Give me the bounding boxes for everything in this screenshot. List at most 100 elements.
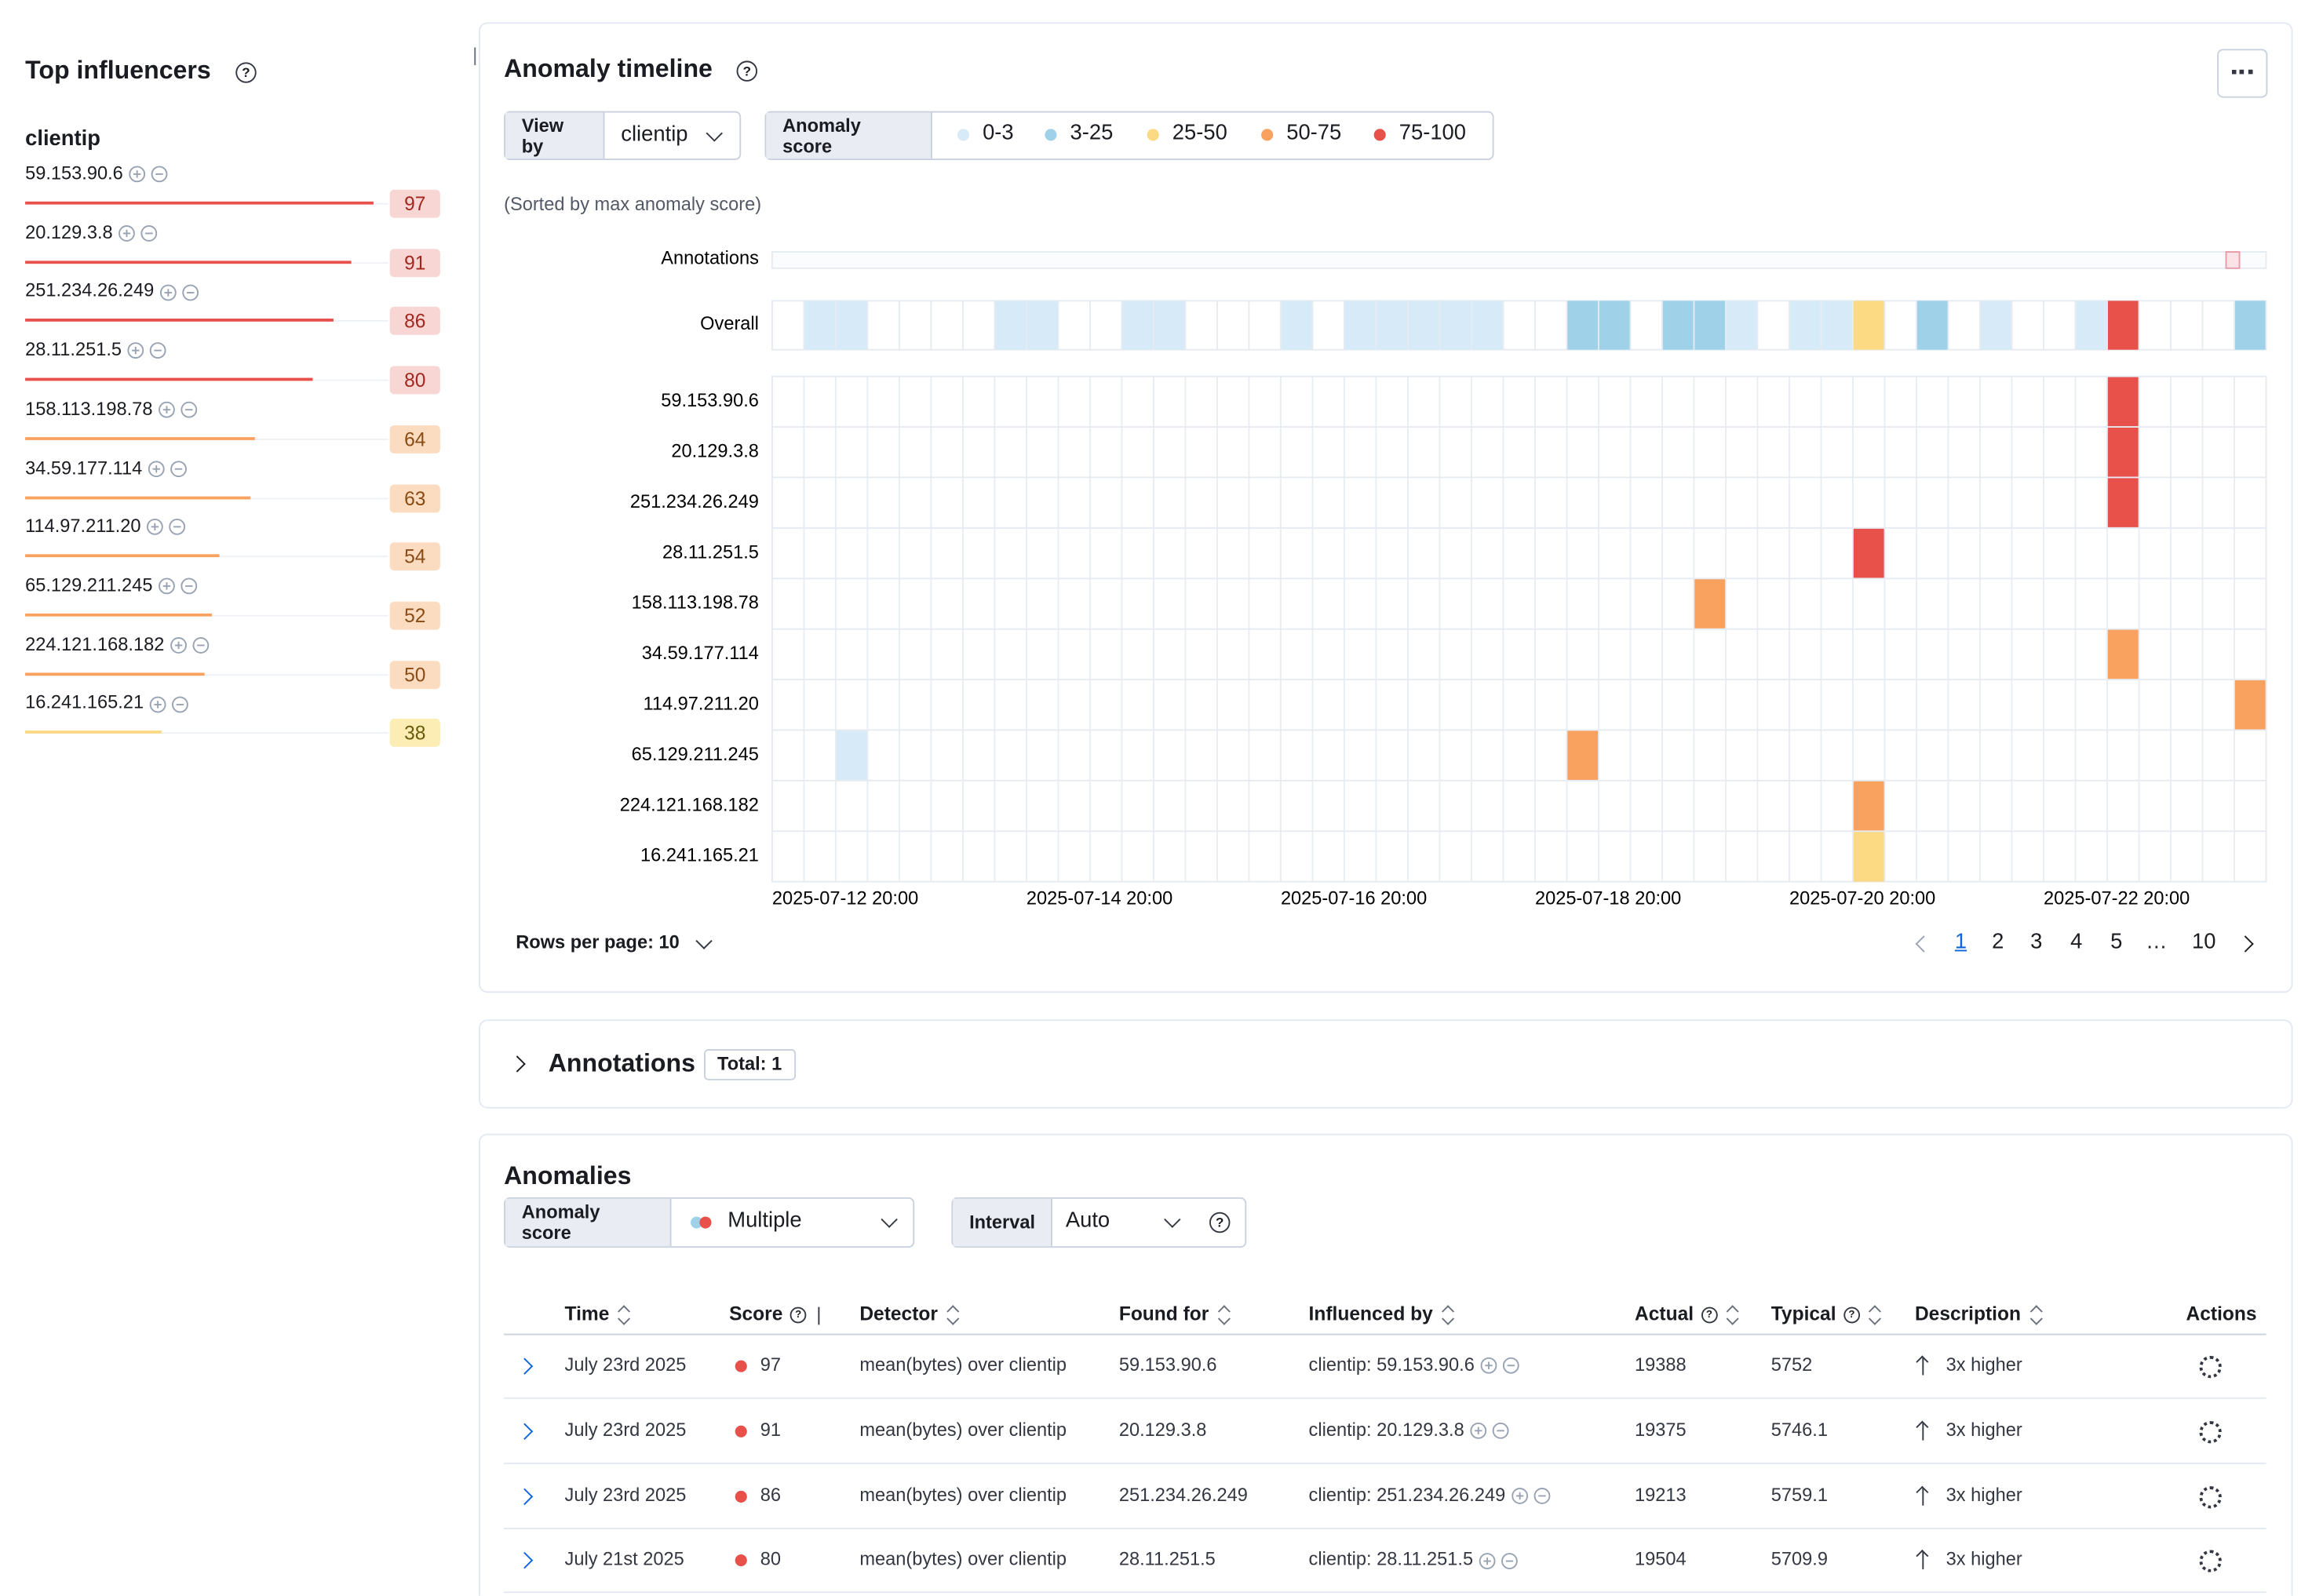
view-by-value: clientip xyxy=(621,122,688,147)
heatmap-cell xyxy=(1376,301,1408,350)
score-bar xyxy=(25,613,212,617)
score-bar xyxy=(25,495,252,499)
filter-minus[interactable] xyxy=(170,460,187,477)
column-header[interactable]: Actual xyxy=(1635,1303,1740,1325)
page-link[interactable]: 1 xyxy=(1954,930,1967,955)
legend-dot xyxy=(1373,129,1386,141)
filter-plus[interactable] xyxy=(119,224,136,242)
cell-found-for: 251.234.26.249 xyxy=(1119,1485,1248,1505)
filter-minus[interactable] xyxy=(140,224,158,242)
column-header-text: Influenced by xyxy=(1308,1302,1433,1325)
filter-minus[interactable] xyxy=(151,166,168,183)
filter-minus[interactable] xyxy=(1502,1357,1519,1375)
filter-plus[interactable] xyxy=(1480,1357,1497,1375)
filter-minus[interactable] xyxy=(1533,1487,1550,1504)
interval-select[interactable]: Interval Auto xyxy=(951,1197,1247,1248)
actions-gear[interactable] xyxy=(2199,1485,2222,1508)
heatmap-cell xyxy=(1407,301,1440,350)
score-filter[interactable]: Anomaly score Multiple xyxy=(504,1197,915,1248)
filter-minus[interactable] xyxy=(181,401,198,418)
view-by-select[interactable]: View by clientip xyxy=(504,111,742,160)
column-header-text: Time xyxy=(564,1302,610,1325)
filter-minus[interactable] xyxy=(1501,1552,1518,1569)
filter-minus[interactable] xyxy=(171,695,188,712)
actions-gear[interactable] xyxy=(2199,1550,2222,1573)
page-link[interactable]: 5 xyxy=(2110,930,2123,955)
help-icon[interactable] xyxy=(736,60,758,82)
filter-minus[interactable] xyxy=(149,342,166,359)
rows-per-page[interactable]: Rows per page: 10 xyxy=(516,932,680,953)
score-dot xyxy=(735,1490,747,1503)
influencer-name: 59.153.90.6 xyxy=(25,162,123,184)
cell-typical: 5759.1 xyxy=(1771,1485,1828,1505)
filter-plus[interactable] xyxy=(127,342,144,359)
help-icon[interactable] xyxy=(235,62,257,83)
heatmap-cell xyxy=(1026,301,1059,350)
sort-icon xyxy=(1727,1306,1740,1325)
arrow-up xyxy=(1922,1551,1924,1570)
filter-plus[interactable] xyxy=(1470,1422,1487,1439)
column-header[interactable]: Time xyxy=(565,1303,632,1325)
more-button[interactable] xyxy=(2217,49,2268,98)
column-header[interactable]: Description xyxy=(1915,1303,2043,1325)
page-link[interactable]: 10 xyxy=(2191,930,2216,955)
filter-plus[interactable] xyxy=(159,578,175,595)
anomalies-title: Anomalies xyxy=(504,1161,632,1190)
column-header[interactable]: Detector xyxy=(859,1303,960,1325)
row-rule xyxy=(504,1397,2266,1399)
heatmap-cell xyxy=(994,301,1027,350)
help-icon[interactable] xyxy=(1209,1212,1231,1233)
arrow-up xyxy=(1922,1357,1924,1376)
heatmap-cell xyxy=(2107,477,2139,528)
filter-plus[interactable] xyxy=(148,460,165,477)
filter-minus[interactable] xyxy=(181,578,198,595)
heatmap-cell xyxy=(1852,780,1885,832)
cell-text: 5709.9 xyxy=(1770,1549,1828,1570)
filter-minus[interactable] xyxy=(169,519,186,536)
cell-text: July 23rd 2025 xyxy=(564,1484,687,1505)
lane-label: 158.113.198.78 xyxy=(632,593,759,614)
column-header[interactable]: Found for xyxy=(1119,1303,1231,1325)
column-header-text: Score xyxy=(729,1302,783,1325)
cell-text: 251.234.26.249 xyxy=(1118,1484,1248,1505)
filter-plus[interactable] xyxy=(147,519,163,536)
score-dot xyxy=(735,1360,747,1372)
score-bar xyxy=(25,201,374,205)
column-header[interactable]: Score xyxy=(729,1302,820,1325)
page-link[interactable]: 2 xyxy=(1992,930,2004,955)
cell-text: mean(bytes) over clientip xyxy=(859,1484,1067,1505)
heatmap-cell xyxy=(1439,301,1471,350)
timeline-title: Anomaly timeline xyxy=(504,54,713,83)
legend-dot xyxy=(1045,129,1057,141)
column-header[interactable]: Influenced by xyxy=(1309,1303,1456,1325)
heatmap-cell xyxy=(2075,301,2108,350)
score-bar xyxy=(25,260,352,264)
filter-plus[interactable] xyxy=(170,636,187,654)
filter-plus[interactable] xyxy=(159,401,175,418)
actions-gear[interactable] xyxy=(2199,1420,2222,1444)
page-link[interactable]: 4 xyxy=(2070,930,2083,955)
filter-plus[interactable] xyxy=(129,166,146,183)
filter-plus[interactable] xyxy=(159,283,177,301)
page-link[interactable]: … xyxy=(2146,930,2168,955)
heatmap-cell xyxy=(2234,680,2266,731)
page-link[interactable]: 3 xyxy=(2030,930,2043,955)
influencer-name-row: 114.97.211.20 xyxy=(25,516,186,537)
filter-minus[interactable] xyxy=(182,283,199,301)
filter-minus[interactable] xyxy=(1492,1422,1509,1439)
heatmap-cell xyxy=(2107,427,2139,478)
filter-plus[interactable] xyxy=(1511,1487,1528,1504)
cell-detector: mean(bytes) over clientip xyxy=(859,1485,1067,1505)
score-bar xyxy=(25,672,205,676)
column-header[interactable]: Typical xyxy=(1771,1303,1882,1325)
cell-description: 3x higher xyxy=(1946,1419,2022,1440)
filter-plus[interactable] xyxy=(1479,1552,1496,1569)
cell-detector: mean(bytes) over clientip xyxy=(859,1549,1067,1569)
actions-gear[interactable] xyxy=(2199,1355,2222,1379)
heatmap-cell xyxy=(1852,831,1885,882)
annotation-marker[interactable] xyxy=(2225,251,2241,269)
filter-plus[interactable] xyxy=(149,695,166,712)
filter-minus[interactable] xyxy=(192,636,209,654)
